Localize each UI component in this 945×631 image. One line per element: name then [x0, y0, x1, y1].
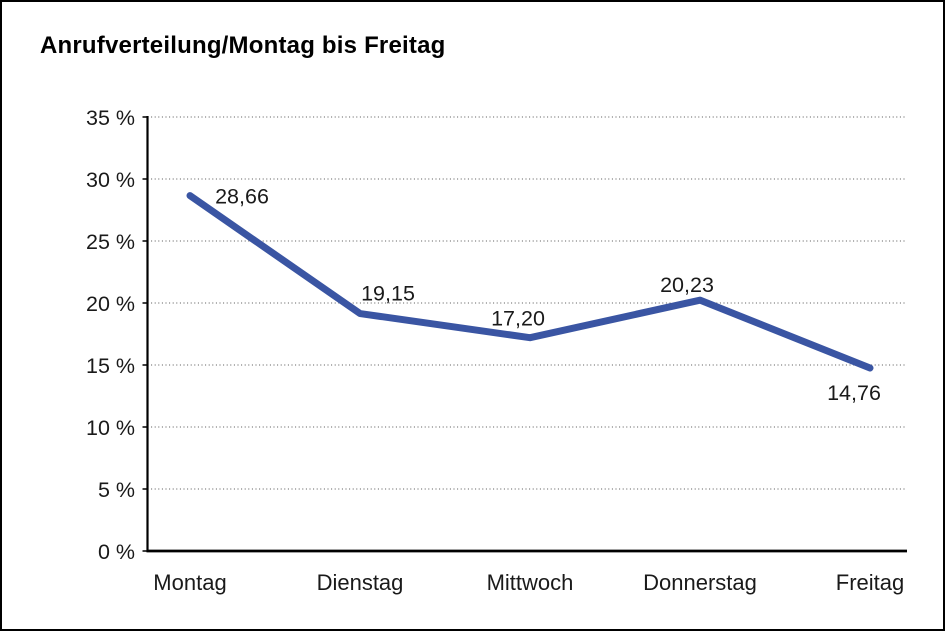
y-tick-label: 15 %: [86, 354, 135, 378]
y-tick-label: 35 %: [86, 106, 135, 130]
y-tick-label: 5 %: [98, 478, 135, 502]
x-tick-label: Montag: [153, 570, 226, 595]
x-tick-label: Donnerstag: [643, 570, 757, 595]
data-point-label: 28,66: [215, 185, 269, 209]
x-tick-label: Dienstag: [317, 570, 404, 595]
data-point-label: 19,15: [361, 282, 415, 306]
data-point-label: 20,23: [660, 273, 714, 297]
data-point-label: 17,20: [491, 307, 545, 331]
series-line: [186, 192, 874, 372]
y-tick-label: 20 %: [86, 292, 135, 316]
x-tick-label: Freitag: [836, 570, 904, 595]
y-tick-label: 25 %: [86, 230, 135, 254]
data-point-label: 14,76: [827, 381, 881, 405]
chart-title: Anrufverteilung/Montag bis Freitag: [40, 32, 446, 59]
y-tick-label: 10 %: [86, 416, 135, 440]
y-tick-label: 30 %: [86, 168, 135, 192]
y-tick-label: 0 %: [98, 540, 135, 564]
x-tick-label: Mittwoch: [487, 570, 574, 595]
